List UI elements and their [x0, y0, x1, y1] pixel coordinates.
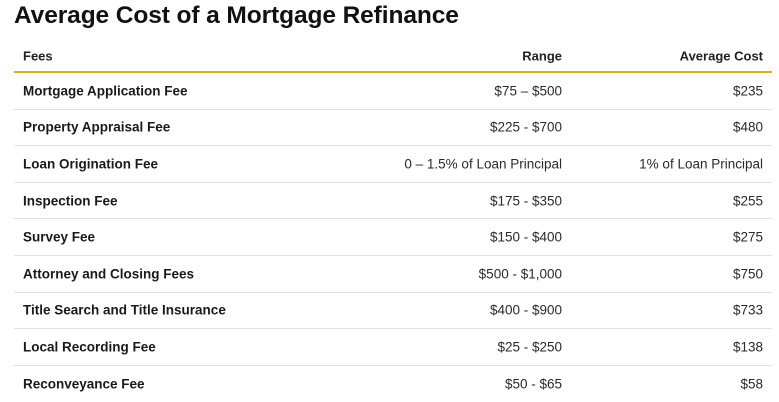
- fee-average-cost: 1% of Loan Principal: [639, 156, 763, 172]
- fee-average-cost: $750: [732, 266, 763, 282]
- fee-range: $50 - $65: [504, 376, 562, 392]
- fee-range: $225 - $700: [489, 119, 562, 135]
- fee-name: Attorney and Closing Fees: [23, 266, 195, 282]
- fee-range: 0 – 1.5% of Loan Principal: [404, 156, 562, 172]
- fee-name: Local Recording Fee: [23, 339, 156, 355]
- fee-average-cost: $480: [732, 119, 763, 135]
- fee-average-cost: $235: [732, 83, 763, 99]
- fee-range: $400 - $900: [489, 302, 562, 318]
- page-title: Average Cost of a Mortgage Refinance: [14, 2, 459, 29]
- table-row: Property Appraisal Fee $225 - $700 $480: [14, 110, 772, 147]
- fee-average-cost: $275: [732, 229, 763, 245]
- fee-average-cost: $58: [740, 376, 763, 392]
- fee-name: Survey Fee: [23, 229, 96, 245]
- table-row: Loan Origination Fee 0 – 1.5% of Loan Pr…: [14, 146, 772, 183]
- refinance-cost-table: Fees Range Average Cost Mortgage Applica…: [14, 40, 772, 402]
- fee-range: $150 - $400: [489, 229, 562, 245]
- fee-name: Title Search and Title Insurance: [23, 302, 226, 318]
- fee-average-cost: $255: [732, 193, 763, 209]
- table-row: Local Recording Fee $25 - $250 $138: [14, 329, 772, 366]
- table-row: Inspection Fee $175 - $350 $255: [14, 183, 772, 220]
- table-header-row: Fees Range Average Cost: [14, 40, 772, 73]
- fee-name: Loan Origination Fee: [23, 156, 159, 172]
- table-row: Mortgage Application Fee $75 – $500 $235: [14, 73, 772, 110]
- header-average-cost: Average Cost: [679, 48, 763, 63]
- fee-name: Reconveyance Fee: [23, 376, 145, 392]
- fee-average-cost: $138: [732, 339, 763, 355]
- fee-name: Inspection Fee: [23, 193, 118, 209]
- table-row: Survey Fee $150 - $400 $275: [14, 219, 772, 256]
- header-range: Range: [522, 48, 562, 63]
- fee-range: $75 – $500: [494, 83, 562, 99]
- fee-range: $175 - $350: [489, 193, 562, 209]
- fee-range: $25 - $250: [497, 339, 562, 355]
- table-row: Title Search and Title Insurance $400 - …: [14, 293, 772, 330]
- table-row: Reconveyance Fee $50 - $65 $58: [14, 366, 772, 402]
- fee-name: Property Appraisal Fee: [23, 119, 171, 135]
- fee-name: Mortgage Application Fee: [23, 83, 188, 99]
- header-fees: Fees: [23, 48, 53, 63]
- table-row: Attorney and Closing Fees $500 - $1,000 …: [14, 256, 772, 293]
- fee-range: $500 - $1,000: [478, 266, 562, 282]
- fee-average-cost: $733: [732, 302, 763, 318]
